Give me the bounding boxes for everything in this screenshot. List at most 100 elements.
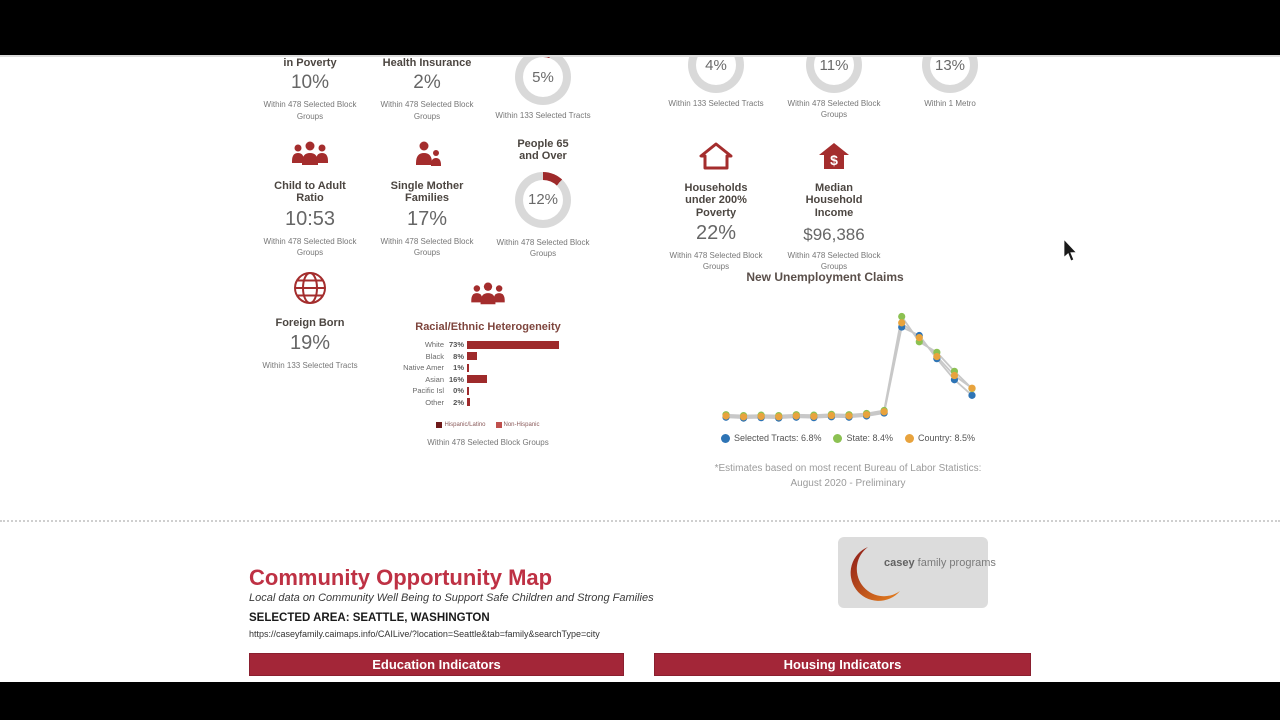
stat-card-foreign-born: Foreign Born 19% Within 133 Selected Tra… [255, 270, 365, 372]
race-bar-track [467, 386, 582, 395]
housing-indicators-button[interactable]: Housing Indicators [654, 653, 1031, 676]
data-point [950, 371, 959, 380]
race-row: Pacific Isl 0% [394, 385, 582, 397]
race-value-label: 8% [453, 351, 464, 361]
stat-card-median-income: $ Median Household Income $96,386 Within… [779, 141, 889, 272]
education-indicators-button[interactable]: Education Indicators [249, 653, 624, 676]
single-mother-icon [411, 141, 443, 174]
race-legend-item: Non-Hispanic [495, 422, 540, 428]
legend-label: Selected Tracts: 6.8% [733, 433, 822, 443]
data-point [968, 384, 976, 392]
stat-value: 10% [290, 72, 330, 94]
donut-value: 4% [705, 56, 727, 74]
stat-label: People 65 and Over [517, 138, 569, 163]
legend-label: Country: 8.5% [918, 433, 976, 443]
data-point [722, 412, 730, 420]
mouse-cursor [1062, 237, 1079, 268]
stat-value: 22% [695, 221, 737, 244]
race-bar [467, 352, 478, 361]
data-point [775, 413, 783, 421]
chart-title: New Unemployment Claims [746, 270, 904, 284]
stat-scope: Within 1 Metro [924, 99, 976, 108]
page-subtitle: Local data on Community Well Being to Su… [249, 592, 654, 604]
stat-value: 2% [413, 72, 441, 94]
top-black-bar [0, 0, 1280, 55]
race-bar [467, 375, 488, 384]
race-bar-track [467, 363, 582, 372]
race-category-label: Other [425, 397, 444, 407]
legend-item: Selected Tracts: 6.8% [720, 433, 822, 443]
chart-scope: Within 478 Selected Block Groups [427, 438, 549, 447]
data-point [845, 412, 853, 420]
race-bar-track [467, 352, 582, 361]
casey-family-programs-logo: casey family programs [838, 537, 996, 608]
data-point [898, 319, 906, 327]
race-legend-swatch [436, 422, 443, 428]
race-ethnic-chart: Racial/Ethnic Heterogeneity White 73% Blac… [390, 282, 586, 447]
race-bar-track [467, 340, 582, 349]
stat-value: 10:53 [284, 207, 336, 230]
data-point [915, 334, 923, 342]
legend-dot [833, 433, 843, 443]
house-dollar-icon: $ [817, 141, 851, 176]
race-rows: White 73% Black 8% Native Amer 1% Asian 16% Paci… [394, 339, 582, 408]
legend-item: Country: 8.5% [905, 433, 975, 443]
stat-scope: Within 478 Selected Block Groups [263, 100, 357, 121]
race-legend-label: Hispanic/Latino [444, 422, 486, 428]
report-url[interactable]: https://caseyfamily.caimaps.info/CAILive… [249, 629, 600, 639]
stat-card-people-65: People 65 and Over 12% Within 478 Select… [488, 138, 598, 259]
stat-scope: Within 478 Selected Block Groups [263, 236, 357, 257]
stat-card-child-adult-ratio: Child to Adult Ratio 10:53 Within 478 Se… [255, 141, 365, 258]
data-point [827, 411, 836, 420]
data-point [810, 412, 818, 421]
logo-swoosh-icon [842, 541, 906, 608]
stat-scope: Within 478 Selected Block Groups [669, 250, 763, 272]
legend-dot [720, 433, 730, 443]
section-divider [0, 520, 1280, 522]
stat-card-donut-a: 5% Within 133 Selected Tracts [488, 49, 598, 121]
bottom-black-bar [0, 682, 1280, 720]
race-value-label: 16% [448, 374, 464, 384]
race-value-label: 0% [453, 386, 464, 396]
donut-value: 11% [819, 56, 849, 74]
race-bar-track [467, 398, 582, 407]
race-legend-label: Non-Hispanic [503, 422, 540, 428]
legend-dot [905, 433, 915, 443]
race-legend-item: Hispanic/Latino [436, 422, 486, 428]
legend-item: State: 8.4% [833, 433, 893, 443]
unemployment-legend: Selected Tracts: 6.8% State: 8.4% Country:… [698, 433, 998, 443]
data-point [862, 411, 871, 419]
race-legend: Hispanic/Latino Non-Hispanic [436, 422, 540, 428]
race-row: White 73% [394, 339, 582, 351]
data-point [880, 408, 888, 416]
data-point [968, 391, 976, 399]
race-value-label: 1% [453, 363, 464, 373]
stat-card-poverty: in Poverty 10% Within 478 Selected Block… [255, 57, 365, 122]
stat-label: Child to Adult Ratio [274, 180, 346, 205]
race-row: Native Amer 1% [394, 362, 582, 374]
stat-label: Health Insurance [382, 57, 472, 69]
stat-label: in Poverty [283, 57, 337, 69]
people-group-icon [290, 141, 330, 174]
data-point [933, 352, 941, 361]
stat-label: Median Household Income [805, 182, 863, 219]
series-line [725, 325, 973, 420]
stat-scope: Within 478 Selected Block Groups [496, 237, 590, 258]
top-edge-line [0, 55, 1280, 57]
race-row: Black 8% [394, 351, 582, 363]
race-category-label: Black [425, 351, 444, 361]
chart-footnote: *Estimates based on most recent Bureau o… [696, 462, 1000, 491]
stat-card-households-poverty: Households under 200% Poverty 22% Within… [658, 141, 774, 272]
race-category-label: Asian [425, 374, 444, 384]
logo-text-bold: casey [884, 557, 915, 569]
svg-text:$: $ [830, 152, 838, 168]
series-line [725, 314, 973, 417]
stat-scope: Within 133 Selected Tracts [495, 111, 591, 120]
stat-value: 19% [289, 332, 331, 355]
stat-scope: Within 133 Selected Tracts [262, 361, 358, 371]
legend-label: State: 8.4% [846, 433, 894, 443]
stat-label: Single Mother Families [390, 180, 464, 205]
race-bar [467, 386, 469, 395]
race-row: Other 2% [394, 397, 582, 409]
